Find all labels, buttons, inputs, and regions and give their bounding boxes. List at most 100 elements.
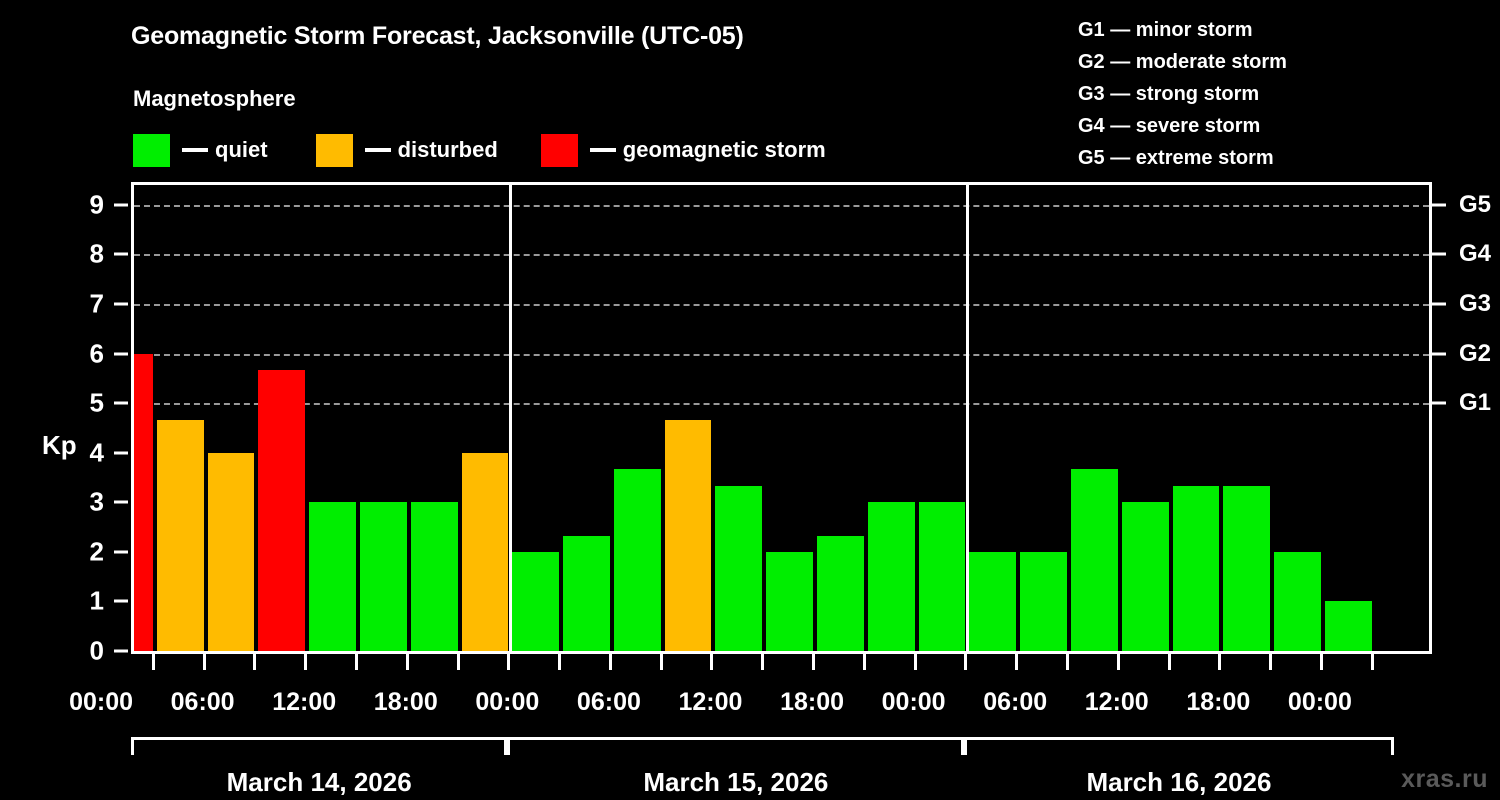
g-scale-line-2: G2 — moderate storm	[1078, 51, 1287, 73]
x-tick-mark	[862, 654, 866, 670]
g-scale-line-4: G4 — severe storm	[1078, 115, 1261, 137]
x-axis-ticks	[131, 654, 1432, 670]
legend-label: geomagnetic storm	[622, 137, 826, 162]
bar	[512, 551, 560, 651]
x-tick-mark	[964, 654, 968, 670]
bar	[258, 369, 306, 651]
bar	[461, 452, 509, 651]
x-tick-mark	[151, 654, 155, 670]
y-tick-label-1: 1	[89, 585, 104, 616]
plot-area	[131, 182, 1432, 654]
bar	[613, 469, 661, 651]
day-label-2: March 15, 2026	[643, 767, 829, 797]
x-tick-label: 00:00	[475, 688, 540, 716]
bar	[156, 419, 204, 651]
y-tick-label-6: 6	[89, 338, 104, 369]
bar	[1223, 485, 1271, 651]
x-tick-mark	[1370, 654, 1374, 670]
day-label-3: March 16, 2026	[1086, 767, 1272, 797]
x-tick-mark	[253, 654, 257, 670]
g-scale-line-5: G5 — extreme storm	[1078, 147, 1274, 169]
g-tick-label-G5: G5	[1459, 190, 1492, 218]
legend-item-quiet: quiet	[133, 133, 268, 167]
bar	[969, 551, 1017, 651]
legend-item-disturbed: disturbed	[315, 133, 498, 167]
y-tick-mark-0	[114, 649, 128, 653]
day-brackets	[131, 737, 1432, 755]
x-tick-label: 12:00	[272, 688, 337, 716]
x-tick-label: 06:00	[983, 688, 1048, 716]
x-tick-mark	[761, 654, 765, 670]
x-tick-mark	[710, 654, 714, 670]
x-tick-label: 00:00	[881, 688, 946, 716]
g-scale-line-3: G3 — strong storm	[1078, 83, 1260, 105]
g-tick-label-G4: G4	[1459, 240, 1492, 268]
x-tick-mark	[1167, 654, 1171, 670]
y-tick-mark-5	[114, 401, 128, 405]
bar	[134, 353, 153, 651]
bar	[715, 485, 763, 651]
g-tick-mark-G3	[1432, 302, 1446, 306]
x-tick-mark	[659, 654, 663, 670]
y-axis: 0 1 2 3 4 5 6 7 8 9	[0, 182, 131, 666]
g-tick-mark-G1	[1432, 401, 1446, 405]
y-tick-mark-4	[114, 451, 128, 455]
legend-swatch-disturbed	[315, 133, 353, 167]
g-tick-mark-G2	[1432, 352, 1446, 356]
y-tick-label-0: 0	[89, 635, 104, 666]
gridline-kp-5	[134, 403, 1429, 406]
g-scale-line-1: G1 — minor storm	[1078, 19, 1253, 41]
bar	[309, 502, 356, 651]
x-tick-mark	[304, 654, 308, 670]
legend-label: disturbed	[397, 137, 498, 162]
watermark: xras.ru	[1401, 765, 1488, 793]
bar	[1324, 601, 1372, 651]
g-tick-label-G3: G3	[1459, 289, 1492, 317]
y-tick-mark-1	[114, 599, 128, 603]
y-tick-mark-7	[114, 302, 128, 306]
y-tick-label-9: 9	[89, 189, 104, 220]
legend-dash-icon	[589, 148, 616, 152]
day-separator-2	[966, 185, 970, 651]
day-labels: March 14, 2026 March 15, 2026 March 16, 20…	[0, 753, 1500, 797]
g-tick-mark-G4	[1432, 252, 1446, 256]
chart-subtitle: Magnetosphere	[133, 86, 296, 111]
x-tick-label: 18:00	[780, 688, 845, 716]
bar	[359, 502, 407, 651]
y-tick-label-2: 2	[89, 536, 104, 567]
y-tick-label-5: 5	[89, 387, 104, 418]
bar	[1121, 502, 1169, 651]
g-axis: G1 G2 G3 G4 G5	[1432, 182, 1500, 654]
y-tick-label-4: 4	[89, 437, 104, 468]
x-tick-mark	[405, 654, 409, 670]
g-scale-legend: G1 — minor storm G2 — moderate storm G3 — …	[1078, 14, 1287, 174]
y-axis-title: Kp	[42, 430, 77, 460]
x-tick-mark	[456, 654, 460, 670]
y-tick-label-8: 8	[89, 238, 104, 269]
x-tick-mark	[608, 654, 612, 670]
x-tick-mark	[1218, 654, 1222, 670]
x-tick-mark	[354, 654, 358, 670]
x-tick-label: 06:00	[170, 688, 235, 716]
y-tick-mark-9	[114, 203, 128, 207]
bar	[918, 502, 966, 651]
bar	[817, 535, 864, 651]
gridline-kp-9	[134, 204, 1429, 207]
legend-item-geomagnetic-storm: geomagnetic storm	[540, 133, 826, 167]
bar	[1274, 551, 1321, 651]
g-tick-mark-G5	[1432, 203, 1446, 207]
gridline-kp-7	[134, 303, 1429, 306]
x-tick-mark	[202, 654, 206, 670]
g-tick-label-G1: G1	[1459, 389, 1492, 417]
gridline-kp-6	[134, 353, 1429, 356]
day-bracket-3	[964, 737, 1394, 755]
day-bracket-2	[507, 737, 965, 755]
page-title: Geomagnetic Storm Forecast, Jacksonville…	[131, 22, 744, 50]
x-tick-mark	[558, 654, 562, 670]
x-tick-mark	[1065, 654, 1069, 670]
y-tick-label-3: 3	[89, 486, 104, 517]
x-tick-label: 00:00	[1287, 688, 1352, 716]
legend-label: quiet	[215, 137, 268, 162]
legend-swatch-quiet	[133, 133, 170, 167]
